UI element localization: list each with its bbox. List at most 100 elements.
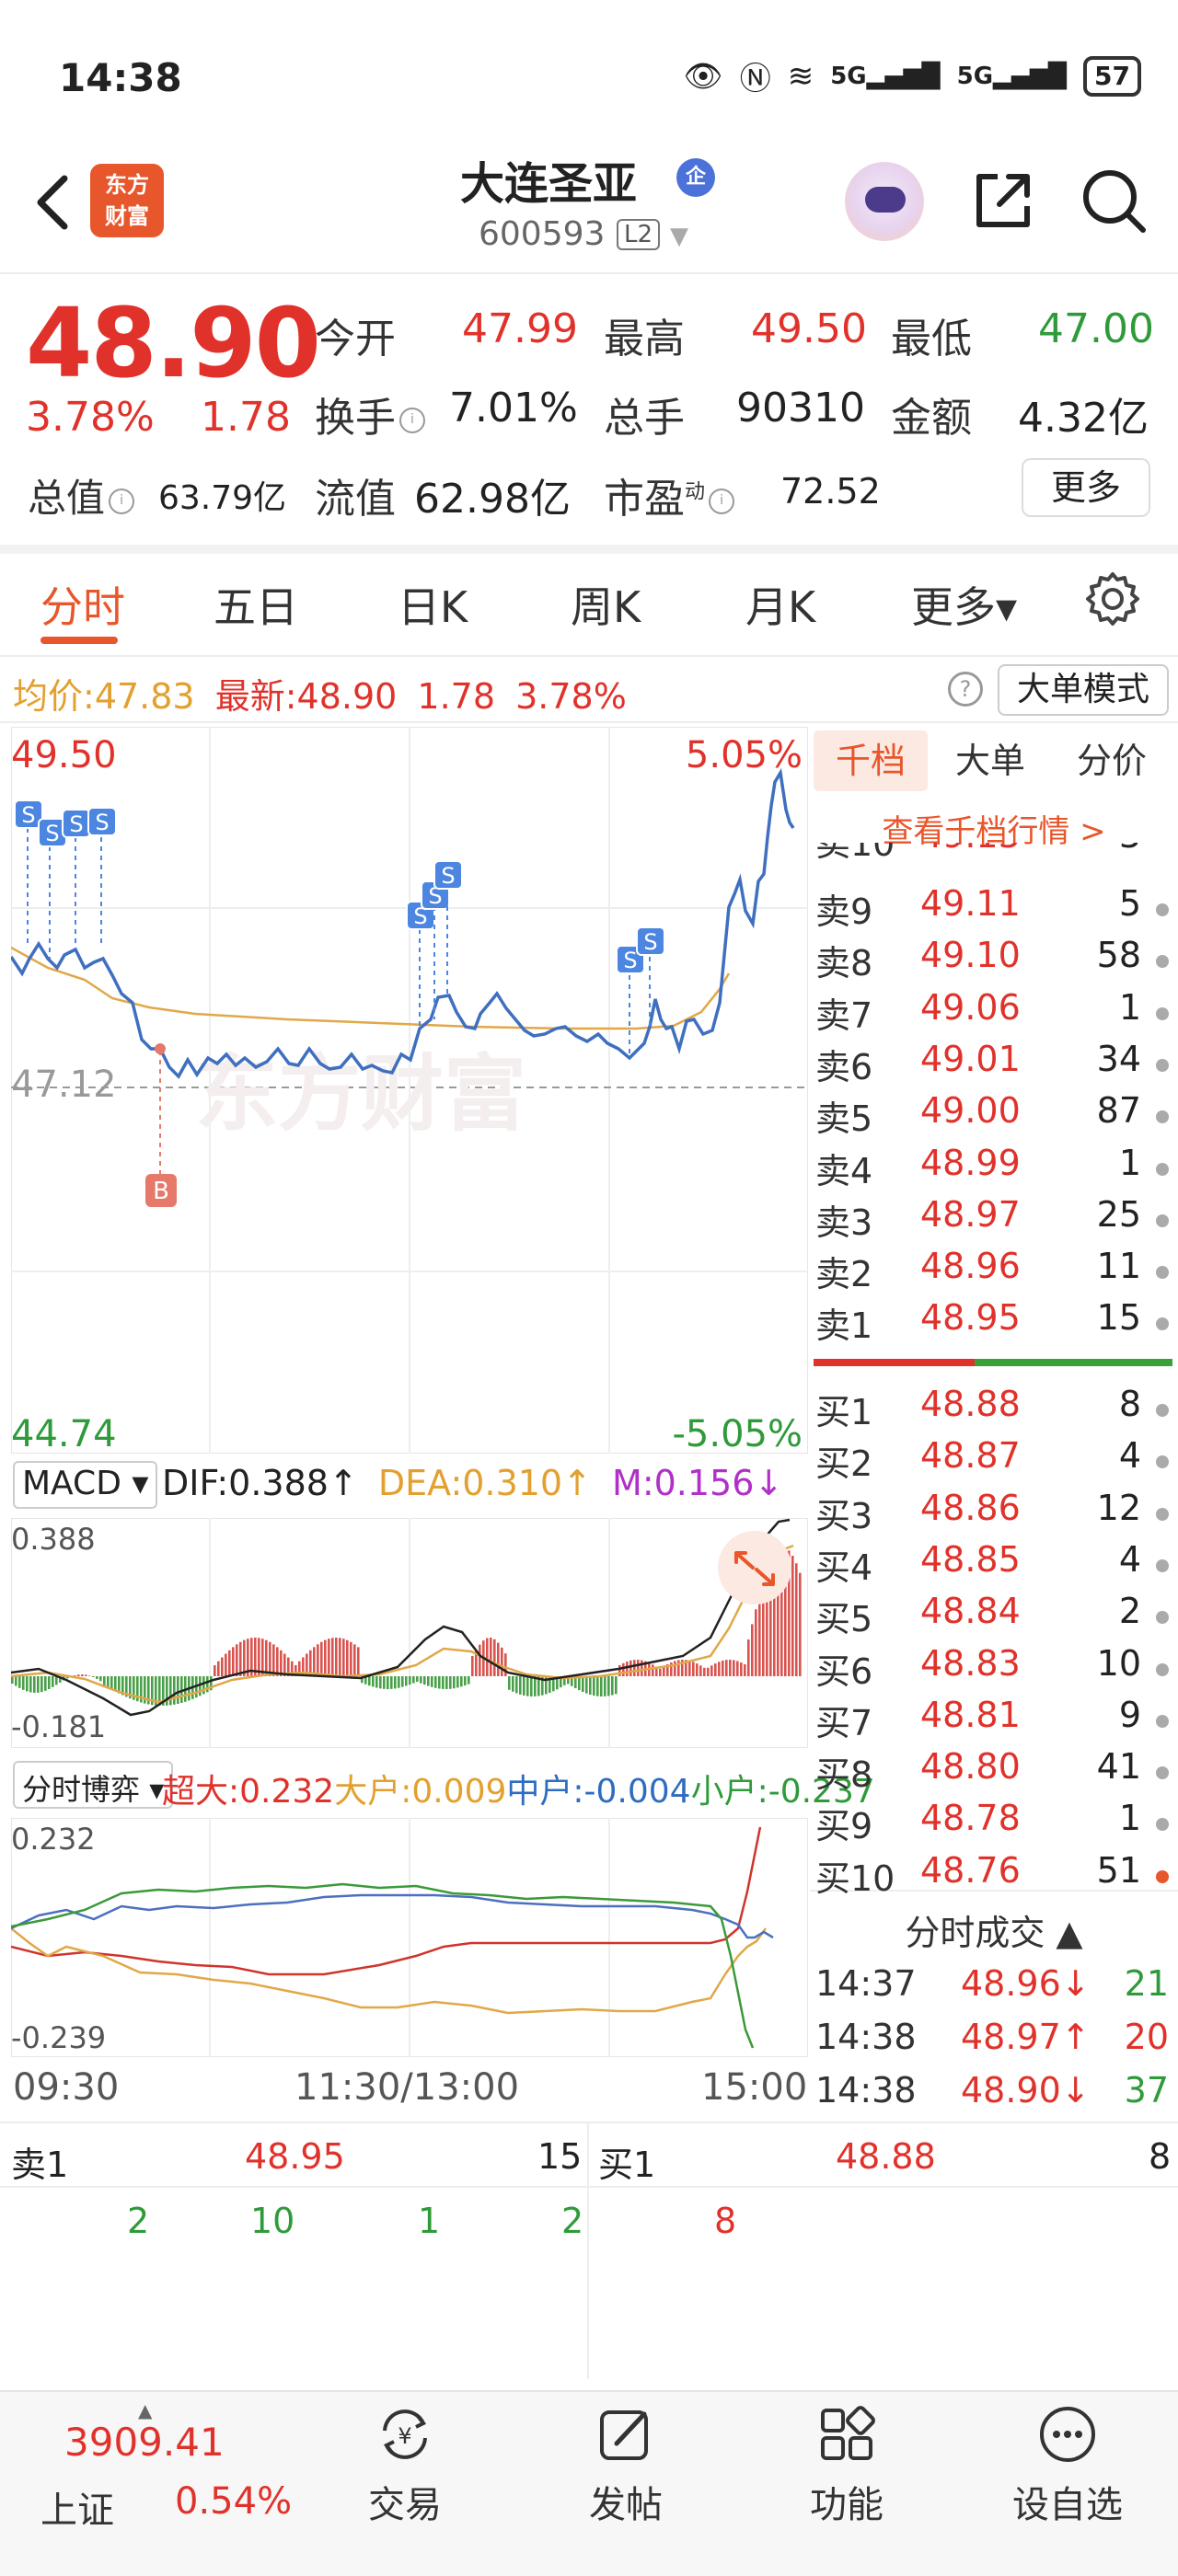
- sell-level-row[interactable]: 卖9 49.11 5: [814, 883, 1172, 935]
- grid-icon: [821, 2406, 875, 2460]
- flow-indicator-select[interactable]: 分时博弈 ▾: [13, 1761, 174, 1809]
- sell-level-row[interactable]: 卖7 49.06 1: [814, 987, 1172, 1039]
- tab-five-day[interactable]: 五日: [214, 582, 298, 632]
- index-change[interactable]: 0.54%: [175, 2480, 293, 2523]
- search-icon[interactable]: [1077, 164, 1150, 237]
- open-label: 今开: [315, 316, 396, 362]
- sell-level-row[interactable]: 卖3 48.97 25: [814, 1194, 1172, 1246]
- macd-bar: [423, 1676, 426, 1685]
- nav-trade[interactable]: ¥ 交易: [322, 2403, 488, 2528]
- buy-level-row[interactable]: 买2 48.87 4: [814, 1435, 1172, 1487]
- macd-bar: [762, 1582, 765, 1676]
- help-icon[interactable]: ?: [948, 672, 983, 707]
- dif-line: [11, 1518, 791, 1717]
- buy-level-row[interactable]: 买7 48.81 9: [814, 1695, 1172, 1746]
- sell-queue-item: 1: [418, 2201, 441, 2241]
- buy-level-row[interactable]: 买1 48.88 8: [814, 1384, 1172, 1435]
- back-icon[interactable]: [24, 166, 79, 239]
- macd-bar: [747, 1639, 750, 1676]
- macd-bar: [622, 1662, 625, 1676]
- macd-bar: [81, 1674, 84, 1676]
- sell-level-row[interactable]: 卖5 49.00 87: [814, 1090, 1172, 1142]
- trade-icon: ¥: [383, 2409, 427, 2459]
- macd-bar: [674, 1661, 676, 1676]
- sell-level-row[interactable]: 卖8 49.10 58: [814, 935, 1172, 986]
- level-price: 49.06: [920, 986, 1021, 1028]
- big-order-mode-button[interactable]: 大单模式: [998, 664, 1169, 716]
- svg-text:S: S: [95, 810, 109, 835]
- book-tab-depth[interactable]: 千档: [814, 730, 928, 791]
- trade-time: 14:38: [815, 2017, 917, 2057]
- macd-bar: [158, 1676, 161, 1706]
- buy-level-row[interactable]: 买5 48.84 2: [814, 1591, 1172, 1642]
- status-bar: 14:38 👁 Ⓝ ≋ 5G▂▄▆█ 5G▂▄▆█ 57: [0, 0, 1178, 156]
- macd-bar: [258, 1638, 260, 1676]
- split-top-divider: [0, 2122, 1178, 2123]
- macd-bar: [372, 1676, 375, 1687]
- buy-level-row[interactable]: 买8 48.80 41: [814, 1746, 1172, 1798]
- svg-text:S: S: [428, 883, 442, 909]
- stock-name: 大连圣亚: [460, 158, 638, 210]
- macd-bar: [733, 1660, 735, 1676]
- level-volume: 10: [1096, 1642, 1141, 1684]
- nav-post[interactable]: 发帖: [543, 2403, 709, 2528]
- sell-level-row[interactable]: 卖4 48.99 1: [814, 1143, 1172, 1194]
- robot-face-icon: [865, 187, 906, 213]
- index-value[interactable]: 3909.41: [64, 2420, 225, 2465]
- macd-bar: [692, 1662, 695, 1676]
- trade-price: 48.90↓: [961, 2070, 1091, 2110]
- buy-level-row[interactable]: 买3 48.86 12: [814, 1488, 1172, 1539]
- book-tab-big[interactable]: 大单: [954, 741, 1025, 781]
- svg-text:¥: ¥: [398, 2423, 411, 2449]
- macd-bar: [740, 1662, 743, 1676]
- book-tab-price[interactable]: 分价: [1076, 741, 1147, 781]
- more-button[interactable]: 更多: [1022, 458, 1150, 517]
- tab-daily-k[interactable]: 日K: [398, 582, 468, 632]
- share-icon[interactable]: [966, 164, 1040, 237]
- buy-level-row[interactable]: 买4 48.85 4: [814, 1539, 1172, 1591]
- level-dot-icon: [1156, 1766, 1169, 1780]
- change-amount: 1.78: [201, 394, 291, 441]
- sell-level-row[interactable]: 卖2 48.96 11: [814, 1246, 1172, 1297]
- tab-weekly-k[interactable]: 周K: [571, 582, 641, 632]
- info-icon: i: [109, 488, 135, 514]
- macd-bar: [232, 1647, 235, 1676]
- macd-bar: [703, 1667, 706, 1676]
- buy-level-row[interactable]: 买9 48.78 1: [814, 1798, 1172, 1849]
- tab-more[interactable]: 更多▾: [911, 582, 1018, 632]
- level2-badge[interactable]: L2: [617, 219, 661, 250]
- sell-level-row[interactable]: 卖1 48.95 15: [814, 1297, 1172, 1349]
- large-line: [11, 1927, 768, 2015]
- trade-price: 48.97↑: [961, 2017, 1091, 2057]
- nav-functions[interactable]: 功能: [764, 2403, 930, 2528]
- macd-bar: [339, 1638, 341, 1676]
- flow-chart[interactable]: 0.232 -0.239: [11, 1818, 808, 2057]
- stock-code[interactable]: 600593: [479, 215, 606, 253]
- gear-icon[interactable]: [1084, 570, 1141, 627]
- tab-intraday[interactable]: 分时: [40, 582, 125, 632]
- macd-indicator-select[interactable]: MACD ▾: [13, 1461, 158, 1509]
- view-depth-link[interactable]: 查看千档行情 >: [882, 813, 1106, 850]
- macd-chart[interactable]: 0.388 -0.181: [11, 1518, 808, 1748]
- intraday-chart[interactable]: 东方财富 49.50 5.05% 47.12 44.74 -5.05% S S …: [11, 727, 808, 1454]
- macd-bar: [169, 1676, 172, 1706]
- chevron-down-icon[interactable]: ▼: [670, 223, 688, 250]
- macd-bar: [578, 1676, 581, 1691]
- expand-icon[interactable]: [718, 1531, 791, 1604]
- macd-bar: [173, 1676, 176, 1705]
- macd-bar: [585, 1676, 588, 1694]
- level-dot-icon: [1156, 1006, 1169, 1020]
- trades-title[interactable]: 分时成交 ▲: [905, 1913, 1083, 1953]
- macd-bar: [383, 1676, 386, 1689]
- nav-add-watchlist[interactable]: 设自选: [985, 2403, 1150, 2528]
- level-label: 卖2: [815, 1254, 873, 1295]
- tab-monthly-k[interactable]: 月K: [745, 582, 816, 632]
- level-label: 买9: [815, 1806, 873, 1847]
- buy-level-row[interactable]: 买10 48.76 51: [814, 1850, 1172, 1902]
- tabs-divider: [0, 655, 1178, 657]
- app-logo: 东方 财富: [90, 164, 164, 237]
- sell-level-row[interactable]: 卖6 49.01 34: [814, 1039, 1172, 1090]
- macd-bottom-label: -0.181: [11, 1709, 106, 1744]
- buy-level-row[interactable]: 买6 48.83 10: [814, 1643, 1172, 1695]
- index-name[interactable]: 上证: [40, 2490, 114, 2532]
